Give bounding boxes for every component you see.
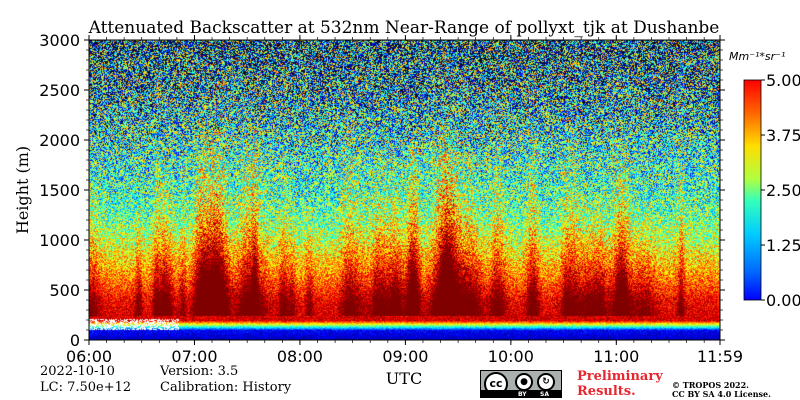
x-tick-label: 11:00: [593, 347, 639, 366]
calibration-label: Calibration: History: [160, 380, 292, 395]
by-label: BY: [518, 391, 527, 398]
y-tick-label: 1500: [39, 181, 80, 200]
colorbar-tick-label: 2.50: [766, 181, 800, 200]
y-tick-label: 2000: [39, 131, 80, 150]
x-tick-label: 07:00: [171, 347, 217, 366]
date-label: 2022-10-10: [40, 364, 115, 379]
colorbar-tick-label: 5.00: [766, 71, 800, 90]
copyright-line1: © TROPOS 2022.: [672, 380, 749, 390]
x-tick-label: 09:00: [382, 347, 428, 366]
x-tick-label: 11:59: [697, 347, 743, 366]
colorbar: [743, 79, 762, 301]
lidar-constant: LC: 7.50e+12: [40, 380, 132, 395]
sa-icon: ↻: [537, 373, 555, 391]
colorbar-tick-label: 1.25: [766, 236, 800, 255]
x-axis-label: UTC: [386, 369, 422, 388]
x-tick-label: 06:00: [66, 347, 112, 366]
x-tick-label: 10:00: [488, 347, 534, 366]
preliminary-line1: Preliminary: [577, 369, 663, 384]
sa-label: SA: [540, 391, 549, 398]
y-axis: 0 500 1000 1500 2000 2500 3000: [39, 31, 725, 350]
by-icon: ●: [515, 373, 533, 391]
colorbar-tick-label: 0.00: [766, 291, 800, 310]
copyright-notice: © TROPOS 2022. CC BY SA 4.0 License.: [672, 381, 771, 399]
preliminary-line2: Results.: [577, 384, 636, 399]
colorbar-unit-label: Mm⁻¹*sr⁻¹: [729, 50, 785, 63]
y-tick-label: 500: [49, 281, 80, 300]
cc-badge-band: [481, 390, 561, 397]
cc-license-badge: cc ● ↻ BY SA: [480, 370, 562, 398]
y-tick-label: 2500: [39, 81, 80, 100]
preliminary-notice: Preliminary Results.: [577, 369, 663, 399]
heatmap-image: [89, 40, 720, 340]
version-label: Version: 3.5: [160, 364, 239, 379]
y-axis-label: Height (m): [13, 146, 32, 234]
y-tick-label: 0: [70, 331, 80, 350]
colorbar-ticks: 5.00 3.75 2.50 1.25 0.00: [761, 71, 800, 310]
y-tick-label: 1000: [39, 231, 80, 250]
x-axis: 06:00 07:00 08:00 09:00 10:00 11:00 11:59: [66, 35, 743, 366]
y-tick-label: 3000: [39, 31, 80, 50]
x-tick-label: 08:00: [277, 347, 323, 366]
colorbar-tick-label: 3.75: [766, 126, 800, 145]
chart-title: Attenuated Backscatter at 532nm Near-Ran…: [88, 18, 720, 38]
copyright-line2: CC BY SA 4.0 License.: [672, 389, 771, 399]
